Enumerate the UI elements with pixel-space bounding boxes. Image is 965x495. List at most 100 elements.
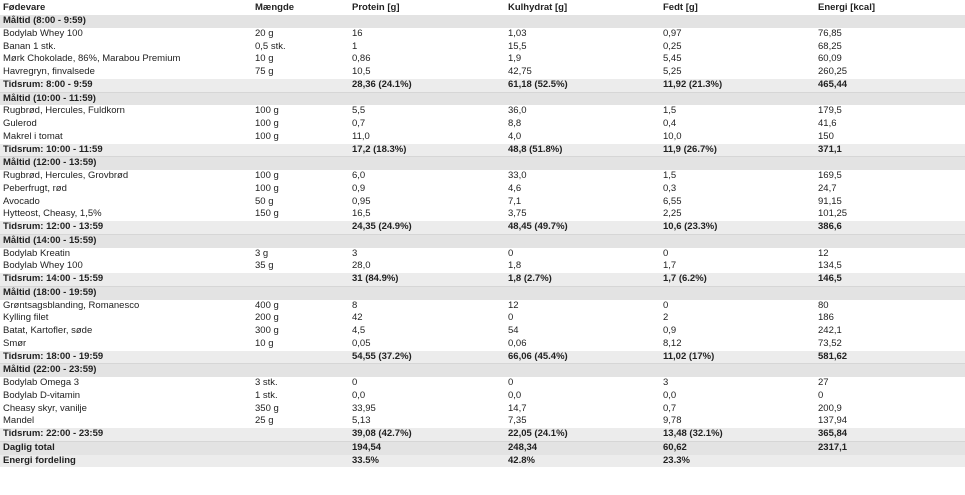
cell: 8,8 xyxy=(505,118,660,131)
daily-total-row: Daglig total 194,54 248,34 60,62 2317,1 xyxy=(0,441,965,455)
cell: 8,12 xyxy=(660,337,815,351)
cell: Batat, Kartofler, søde xyxy=(0,325,252,338)
cell: 54,55 (37.2%) xyxy=(349,350,505,365)
cell: 0,25 xyxy=(660,40,815,54)
cell: 12 xyxy=(815,247,965,261)
food-row: Makrel i tomat 100 g 11,0 4,0 10,0 150 xyxy=(0,130,965,144)
meal-subtotal-row: Tidsrum: 10:00 - 11:59 17,2 (18.3%) 48,8 (… xyxy=(0,143,965,158)
food-row: Peberfrugt, rød 100 g 0,9 4,6 0,3 24,7 xyxy=(0,182,965,196)
cell: 0,0 xyxy=(660,389,815,403)
food-row: Avocado 50 g 0,95 7,1 6,55 91,15 xyxy=(0,195,965,209)
cell: Tidsrum: 18:00 - 19:59 xyxy=(0,350,252,365)
food-row: Bodylab D-vitamin 1 stk. 0,0 0,0 0,0 0 xyxy=(0,389,965,403)
nutrition-table: Fødevare Mængde Protein [g] Kulhydrat [g… xyxy=(0,0,965,468)
cell: 39,08 (42.7%) xyxy=(349,428,505,442)
cell: 1,5 xyxy=(660,170,815,183)
cell: 41,6 xyxy=(815,118,965,131)
cell: 242,1 xyxy=(815,325,965,338)
cell: Rugbrød, Hercules, Fuldkorn xyxy=(0,105,252,118)
cell: 100 g xyxy=(252,105,349,118)
cell: 100 g xyxy=(252,170,349,183)
cell: Bodylab D-vitamin xyxy=(0,389,252,403)
cell: 10,0 xyxy=(660,130,815,144)
cell: 150 g xyxy=(252,208,349,221)
cell: 8 xyxy=(349,299,505,313)
cell: 11,9 (26.7%) xyxy=(660,143,815,158)
header-amount: Mængde xyxy=(252,0,349,15)
cell: 1,03 xyxy=(505,27,660,41)
cell: 1,8 (2.7%) xyxy=(505,273,660,287)
header-fat: Fedt [g] xyxy=(660,0,815,15)
cell: 33,95 xyxy=(349,402,505,416)
cell: 0 xyxy=(505,377,660,390)
cell: 0,95 xyxy=(349,195,505,209)
cell: 16 xyxy=(349,27,505,41)
cell: Tidsrum: 22:00 - 23:59 xyxy=(0,428,252,442)
food-row: Rugbrød, Hercules, Grovbrød 100 g 6,0 33,0 1… xyxy=(0,170,965,183)
cell: 35 g xyxy=(252,260,349,273)
cell: 2317,1 xyxy=(815,441,965,455)
meal-header-row: Måltid (18:00 - 19:59) xyxy=(0,286,965,300)
cell: 33.5% xyxy=(349,454,505,468)
meal-header-row: Måltid (12:00 - 13:59) xyxy=(0,157,965,170)
cell: 48,45 (49.7%) xyxy=(505,221,660,235)
cell: Energi fordeling xyxy=(0,454,252,468)
cell: 0,06 xyxy=(505,337,660,351)
cell: 200,9 xyxy=(815,402,965,416)
cell: 7,35 xyxy=(505,415,660,428)
cell: Bodylab Whey 100 xyxy=(0,260,252,273)
cell: 0 xyxy=(660,247,815,261)
cell: 101,25 xyxy=(815,208,965,221)
meal-title: Måltid (12:00 - 13:59) xyxy=(0,157,965,170)
cell: 7,1 xyxy=(505,195,660,209)
food-row: Hytteost, Cheasy, 1,5% 150 g 16,5 3,75 2,25 1… xyxy=(0,208,965,221)
cell xyxy=(252,428,349,442)
cell: 4,6 xyxy=(505,182,660,196)
cell: Tidsrum: 14:00 - 15:59 xyxy=(0,273,252,287)
cell: 0,4 xyxy=(660,118,815,131)
meal-title: Måltid (8:00 - 9:59) xyxy=(0,15,965,28)
cell: 11,02 (17%) xyxy=(660,350,815,365)
cell: 5,5 xyxy=(349,105,505,118)
cell: Gulerod xyxy=(0,118,252,131)
cell: 371,1 xyxy=(815,143,965,158)
cell: Kylling filet xyxy=(0,312,252,325)
cell: 28,36 (24.1%) xyxy=(349,78,505,93)
meal-header-row: Måltid (10:00 - 11:59) xyxy=(0,92,965,106)
cell: 61,18 (52.5%) xyxy=(505,78,660,93)
food-row: Bodylab Whey 100 35 g 28,0 1,8 1,7 134,5 xyxy=(0,260,965,273)
cell: 0,86 xyxy=(349,53,505,66)
cell: 0,7 xyxy=(660,402,815,416)
cell: 5,45 xyxy=(660,53,815,66)
cell: Smør xyxy=(0,337,252,351)
cell: 0,0 xyxy=(349,389,505,403)
cell: 248,34 xyxy=(505,441,660,455)
cell xyxy=(815,454,965,468)
cell: 169,5 xyxy=(815,170,965,183)
cell: 1 xyxy=(349,40,505,54)
cell: 33,0 xyxy=(505,170,660,183)
food-row: Smør 10 g 0,05 0,06 8,12 73,52 xyxy=(0,337,965,351)
cell: 0,9 xyxy=(349,182,505,196)
cell: 100 g xyxy=(252,182,349,196)
cell xyxy=(252,441,349,455)
cell: 137,94 xyxy=(815,415,965,428)
cell: Rugbrød, Hercules, Grovbrød xyxy=(0,170,252,183)
cell: Cheasy skyr, vanilje xyxy=(0,402,252,416)
cell: 10,5 xyxy=(349,66,505,79)
cell: 75 g xyxy=(252,66,349,79)
cell xyxy=(252,221,349,235)
header-energy: Energi [kcal] xyxy=(815,0,965,15)
cell: 1 stk. xyxy=(252,389,349,403)
food-row: Bodylab Kreatin 3 g 3 0 0 12 xyxy=(0,247,965,261)
cell: 0 xyxy=(505,312,660,325)
cell: 50 g xyxy=(252,195,349,209)
food-row: Batat, Kartofler, søde 300 g 4,5 54 0,9 242,1 xyxy=(0,325,965,338)
cell: 15,5 xyxy=(505,40,660,54)
cell: 179,5 xyxy=(815,105,965,118)
meal-header-row: Måltid (22:00 - 23:59) xyxy=(0,364,965,377)
cell: Daglig total xyxy=(0,441,252,455)
cell: Peberfrugt, rød xyxy=(0,182,252,196)
cell: 1,7 xyxy=(660,260,815,273)
